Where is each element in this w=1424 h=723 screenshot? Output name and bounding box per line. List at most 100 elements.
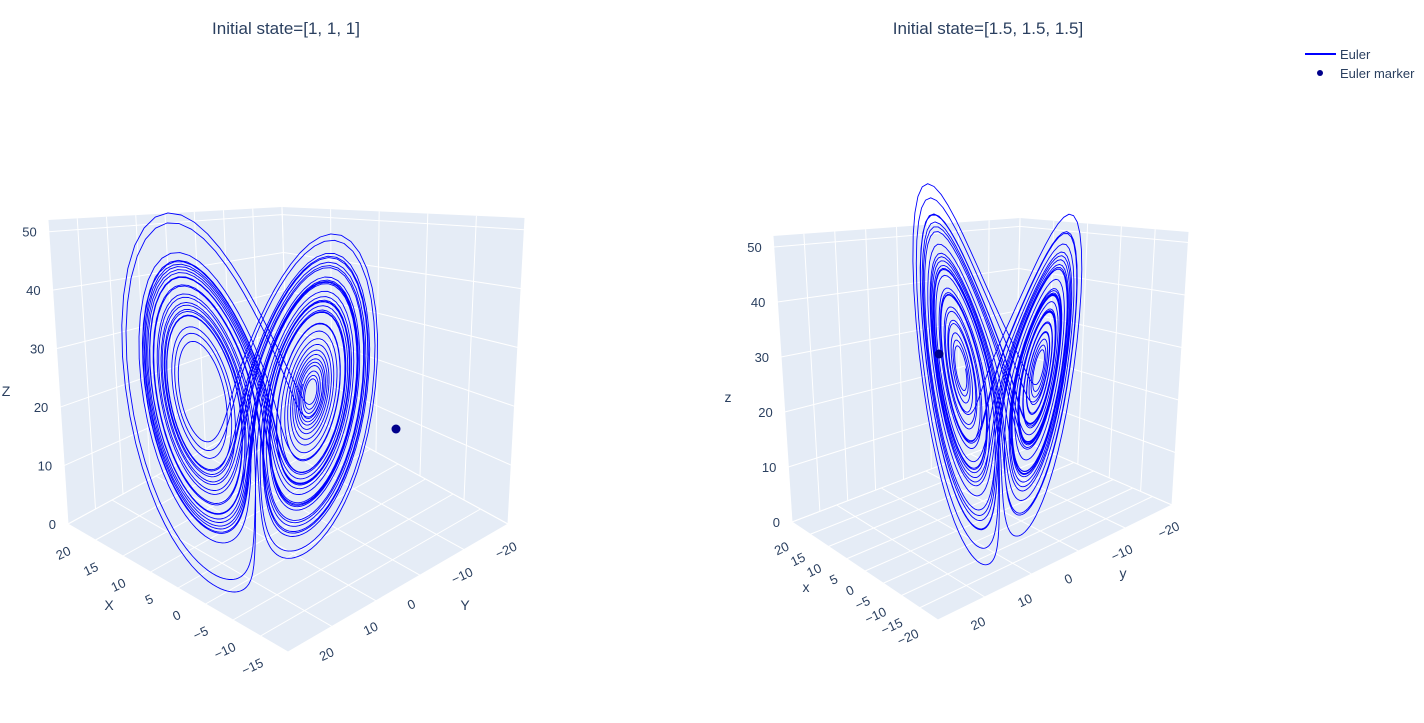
- z-tick-label: 20: [758, 405, 772, 420]
- euler-marker-point: [391, 424, 401, 434]
- y-tick-label: 20: [317, 644, 336, 664]
- x-tick-label: −5: [853, 593, 873, 613]
- z-tick-label: 0: [773, 515, 780, 530]
- x-tick-label: −10: [212, 639, 238, 662]
- wall-gridline-z: [60, 327, 515, 408]
- wall-gridline: [1108, 226, 1122, 478]
- y-tick-label: −10: [449, 564, 475, 587]
- z-tick-label: 30: [755, 350, 769, 365]
- floor-gridline: [791, 521, 939, 621]
- wall-gridline-z: [56, 289, 518, 350]
- x-tick-label: 5: [827, 571, 840, 588]
- x-tick-label: 10: [804, 560, 823, 580]
- legend-item-euler[interactable]: Euler: [1305, 47, 1371, 62]
- wall-gridline-z: [791, 436, 1173, 523]
- x-tick-label: 15: [81, 559, 100, 579]
- y-axis-title: y: [1120, 565, 1127, 581]
- z-tick-label: 10: [38, 459, 52, 474]
- x-tick-label: −15: [239, 655, 265, 678]
- wall-gridline: [803, 233, 821, 512]
- wall-gridline: [47, 219, 69, 525]
- x-tick-label: 5: [143, 591, 156, 608]
- wall-gridline: [463, 215, 477, 501]
- floor-gridline: [919, 496, 1153, 609]
- x-tick-label: 0: [170, 607, 183, 624]
- z-tick-label: 30: [30, 342, 44, 357]
- y-tick-label: −20: [493, 539, 519, 562]
- wall-gridline: [1171, 231, 1190, 506]
- wall-gridline: [896, 226, 904, 480]
- z-tick-label: 40: [751, 295, 765, 310]
- y-tick-label: −20: [1156, 518, 1182, 541]
- floor-gridline: [880, 487, 1032, 575]
- wall-gridline: [106, 216, 124, 495]
- wall-gridline: [957, 222, 960, 459]
- floor-gridline: [67, 523, 289, 653]
- floor-gridline: [287, 523, 509, 653]
- legend-item-euler-marker[interactable]: Euler marker: [1317, 66, 1415, 81]
- legend-label-euler-marker: Euler marker: [1340, 66, 1415, 81]
- floor-gridline: [901, 487, 1133, 596]
- x-tick-label: 0: [843, 582, 856, 599]
- floor-gridline: [199, 451, 421, 576]
- y-tick-label: 0: [405, 596, 418, 613]
- floor-gridline: [177, 463, 399, 589]
- floor-gridline: [205, 478, 426, 605]
- y-tick-label: 20: [968, 614, 987, 634]
- z-axis-title: z: [725, 389, 732, 405]
- wall-gridline: [1140, 229, 1156, 492]
- wall-gridline-z: [773, 225, 1189, 248]
- wall-gridline: [330, 209, 333, 429]
- trajectory-line-euler: [121, 212, 378, 593]
- y-tick-label: 10: [361, 619, 380, 639]
- pane-left-wall: [48, 207, 288, 524]
- wall-gridline: [986, 220, 990, 448]
- x-axis-title: X: [104, 597, 114, 613]
- euler-marker-point: [934, 349, 944, 359]
- y-tick-label: −10: [1109, 541, 1135, 564]
- wall-gridline-z: [52, 251, 522, 291]
- floor-gridline: [864, 470, 1094, 572]
- pane-right-wall: [1015, 218, 1189, 505]
- z-tick-label: 40: [26, 283, 40, 298]
- y-tick-label: 0: [1062, 571, 1075, 588]
- wall-gridline: [772, 235, 793, 523]
- z-tick-label: 0: [49, 517, 56, 532]
- wall-gridline-z: [777, 268, 1186, 303]
- legend: Euler Euler marker: [1305, 47, 1415, 81]
- z-tick-label: 10: [762, 460, 776, 475]
- x-tick-label: 20: [772, 539, 791, 559]
- wall-gridline-z: [48, 214, 525, 233]
- z-tick-label: 50: [22, 225, 36, 240]
- floor-gridline: [883, 479, 1114, 584]
- legend-label-euler: Euler: [1340, 47, 1371, 62]
- legend-marker-symbol: [1317, 70, 1323, 76]
- x-tick-label: 20: [54, 543, 73, 563]
- wall-gridline-z: [780, 310, 1182, 358]
- chart-title-right: Initial state=[1.5, 1.5, 1.5]: [893, 19, 1083, 38]
- x-tick-label: −5: [191, 623, 211, 643]
- floor-gridline: [232, 493, 454, 621]
- chart-title-left: Initial state=[1, 1, 1]: [212, 19, 360, 38]
- wall-gridline: [76, 218, 96, 510]
- floor-gridline: [111, 499, 333, 627]
- x-tick-label: 15: [788, 549, 807, 569]
- wall-gridline: [419, 213, 429, 477]
- wall-gridline: [834, 231, 849, 501]
- wall-gridline: [926, 224, 932, 469]
- trajectory-line-euler: [912, 183, 1083, 566]
- y-tick-label: 10: [1015, 591, 1034, 611]
- wall-gridline: [507, 217, 526, 525]
- z-tick-label: 20: [34, 400, 48, 415]
- x-axis-title: x: [803, 579, 810, 595]
- floor-gridline: [260, 508, 481, 637]
- x-tick-label: 10: [109, 575, 128, 595]
- floor-gridline: [937, 504, 1173, 621]
- wall-gridline: [865, 229, 877, 491]
- y-axis-title: Y: [460, 597, 470, 613]
- z-tick-label: 50: [747, 240, 761, 255]
- floor-gridline: [836, 504, 986, 598]
